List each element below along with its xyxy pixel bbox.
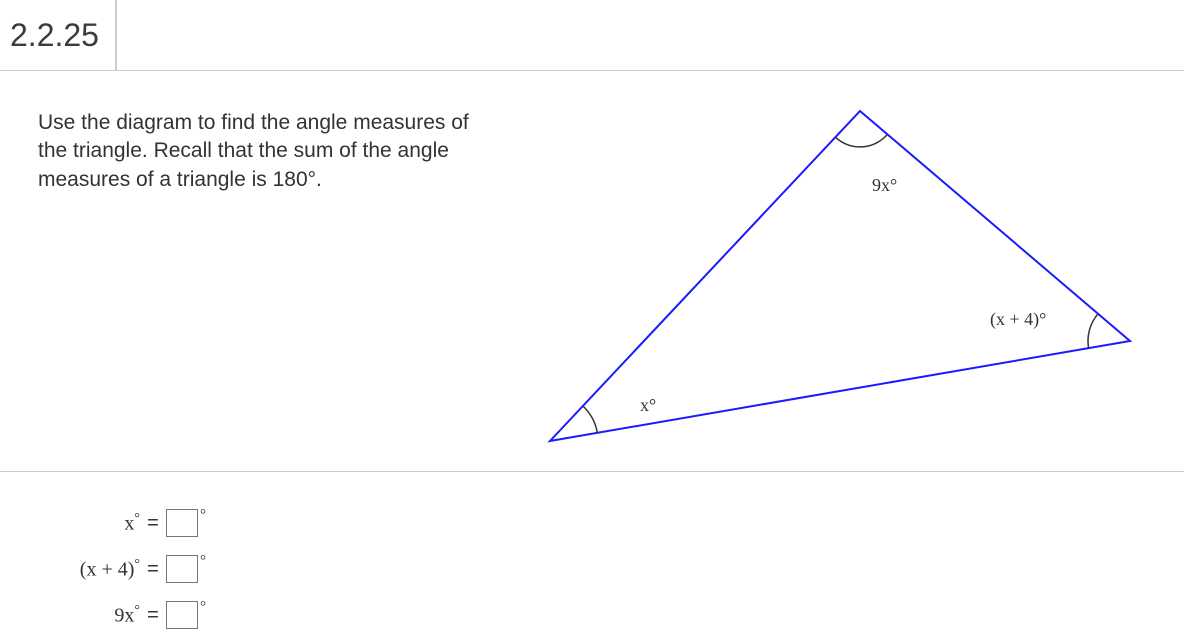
degree-suffix: ° — [198, 599, 206, 616]
question-number: 2.2.25 — [10, 17, 99, 54]
triangle-polygon — [550, 111, 1130, 441]
answer-row: x° = ° — [40, 500, 1144, 546]
angle-arc-b — [835, 134, 887, 147]
answer-label: x° — [40, 511, 140, 536]
answer-row: 9x° = ° — [40, 592, 1144, 638]
answer-section: x° = ° (x + 4)° = ° 9x° = ° — [0, 472, 1184, 638]
header: 2.2.25 — [0, 0, 1184, 71]
answer-input-1[interactable] — [166, 509, 198, 537]
triangle-svg: x° 9x° (x + 4)° — [520, 81, 1160, 461]
degree-suffix: ° — [198, 507, 206, 524]
answer-input-3[interactable] — [166, 601, 198, 629]
degree-suffix: ° — [198, 553, 206, 570]
problem-content: Use the diagram to find the angle measur… — [0, 71, 1184, 472]
equals-sign: = — [140, 512, 166, 535]
answer-label: 9x° — [40, 603, 140, 628]
question-number-box: 2.2.25 — [0, 0, 117, 70]
equals-sign: = — [140, 558, 166, 581]
answer-input-2[interactable] — [166, 555, 198, 583]
instruction-text: Use the diagram to find the angle measur… — [38, 109, 498, 194]
equals-sign: = — [140, 604, 166, 627]
angle-label-a: x° — [640, 395, 656, 415]
answer-label: (x + 4)° — [40, 557, 140, 582]
angle-arc-c — [1088, 314, 1098, 348]
answer-row: (x + 4)° = ° — [40, 546, 1144, 592]
triangle-diagram: x° 9x° (x + 4)° — [520, 81, 1160, 461]
angle-arc-a — [583, 406, 597, 433]
angle-label-b: 9x° — [872, 175, 897, 195]
angle-label-c: (x + 4)° — [990, 309, 1046, 330]
